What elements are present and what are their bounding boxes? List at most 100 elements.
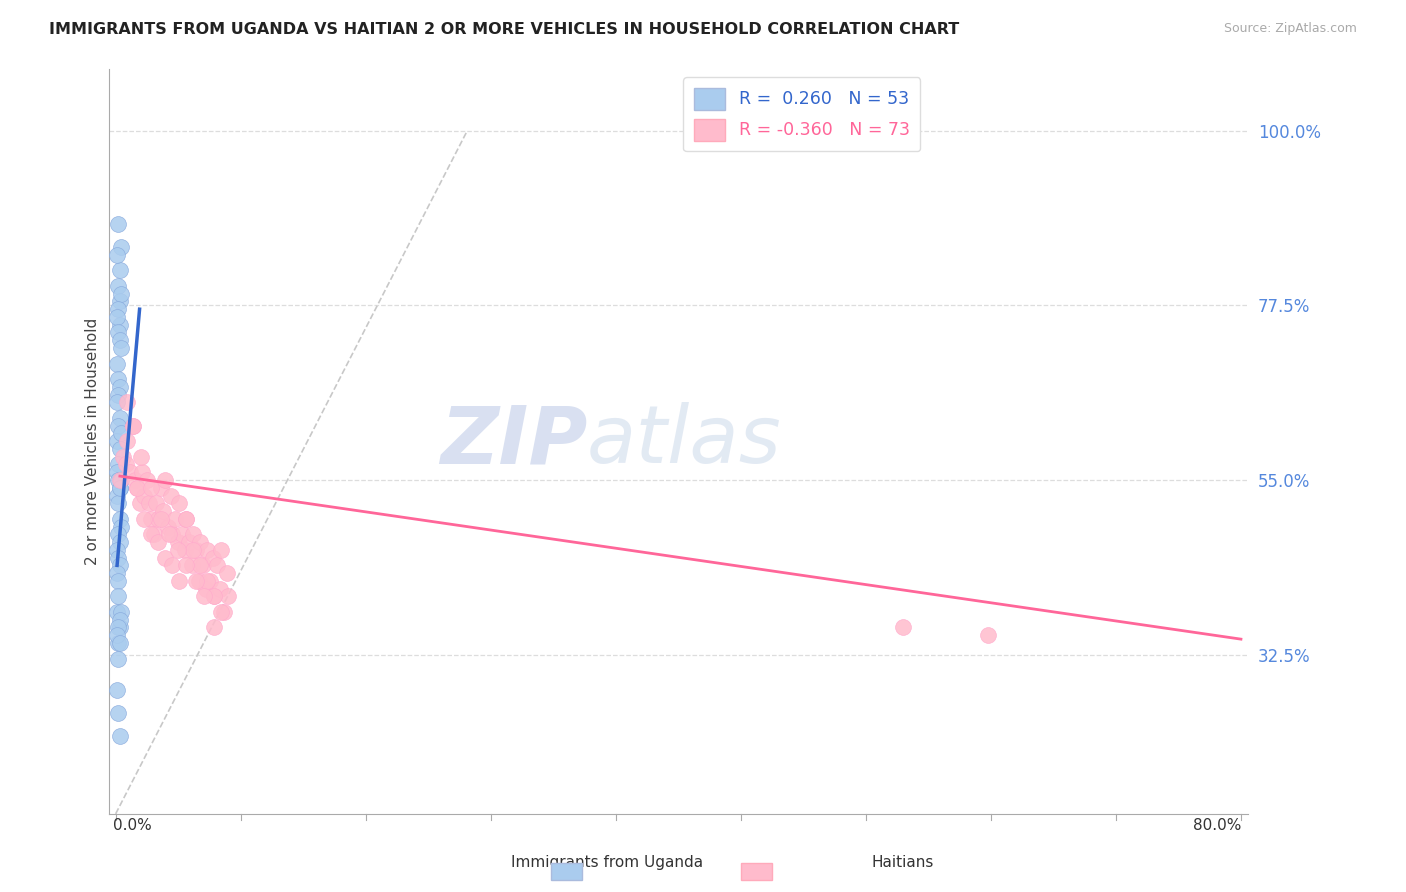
Point <box>105 542 128 557</box>
Point <box>139 527 162 541</box>
Point <box>135 473 157 487</box>
Point <box>107 527 129 541</box>
Point <box>131 465 153 479</box>
Point <box>105 465 128 479</box>
Point <box>166 535 188 549</box>
Point <box>108 318 131 332</box>
Point <box>107 636 129 650</box>
Point <box>188 535 211 549</box>
Point <box>107 279 129 293</box>
Point <box>110 341 132 355</box>
Y-axis label: 2 or more Vehicles in Household: 2 or more Vehicles in Household <box>86 318 100 565</box>
Point <box>181 542 204 557</box>
Point <box>114 458 136 472</box>
Point <box>160 558 183 573</box>
Point <box>174 512 197 526</box>
Point <box>138 496 160 510</box>
Point <box>105 395 128 409</box>
Point <box>125 481 148 495</box>
Point <box>173 542 195 557</box>
Point <box>132 512 155 526</box>
Point <box>184 574 207 588</box>
Point <box>149 512 172 526</box>
Point <box>149 481 172 495</box>
Point <box>201 550 224 565</box>
Point <box>107 302 129 317</box>
Point <box>184 542 207 557</box>
Point <box>181 527 204 541</box>
Point <box>153 550 176 565</box>
Point <box>105 566 128 581</box>
Point <box>167 496 190 510</box>
Point <box>107 706 129 720</box>
Point <box>188 558 211 573</box>
Point <box>107 473 129 487</box>
Text: Immigrants from Uganda: Immigrants from Uganda <box>510 855 703 870</box>
Point <box>107 418 129 433</box>
Point <box>121 418 143 433</box>
Point <box>977 628 1000 642</box>
Legend: R =  0.260   N = 53, R = -0.360   N = 73: R = 0.260 N = 53, R = -0.360 N = 73 <box>683 78 921 152</box>
Point <box>209 605 232 619</box>
Point <box>108 481 131 495</box>
Point <box>115 395 138 409</box>
Text: 0.0%: 0.0% <box>112 818 152 833</box>
Point <box>125 481 148 495</box>
Point <box>193 590 215 604</box>
Point <box>152 504 174 518</box>
Point <box>139 512 162 526</box>
Point <box>108 613 131 627</box>
Point <box>108 263 131 277</box>
Point <box>107 550 129 565</box>
Point <box>107 574 129 588</box>
Text: atlas: atlas <box>588 402 782 480</box>
Point <box>163 512 186 526</box>
Point <box>174 558 197 573</box>
Point <box>105 628 128 642</box>
Point <box>110 286 132 301</box>
Point <box>893 620 915 634</box>
Point <box>139 481 162 495</box>
Text: Haitians: Haitians <box>872 855 934 870</box>
Point <box>128 496 150 510</box>
Point <box>107 458 129 472</box>
Point <box>217 590 239 604</box>
Point <box>198 574 221 588</box>
Point <box>107 387 129 401</box>
Text: ZIP: ZIP <box>440 402 588 480</box>
Point <box>167 574 190 588</box>
Point <box>108 512 131 526</box>
Point <box>107 651 129 665</box>
Point <box>105 605 128 619</box>
Point <box>108 636 131 650</box>
Point <box>110 519 132 533</box>
Point <box>110 473 132 487</box>
Point <box>105 682 128 697</box>
Point <box>159 489 181 503</box>
Text: IMMIGRANTS FROM UGANDA VS HAITIAN 2 OR MORE VEHICLES IN HOUSEHOLD CORRELATION CH: IMMIGRANTS FROM UGANDA VS HAITIAN 2 OR M… <box>49 22 959 37</box>
Point <box>195 542 218 557</box>
Point <box>157 527 180 541</box>
Point <box>156 519 179 533</box>
Point <box>105 248 128 262</box>
Point <box>108 333 131 347</box>
Point <box>205 558 228 573</box>
Point <box>187 574 209 588</box>
Point <box>166 542 188 557</box>
Point <box>108 620 131 634</box>
Point <box>146 512 169 526</box>
Point <box>107 620 129 634</box>
Point <box>195 574 218 588</box>
Point <box>153 473 176 487</box>
Text: Source: ZipAtlas.com: Source: ZipAtlas.com <box>1223 22 1357 36</box>
Point <box>208 582 231 596</box>
Point <box>142 527 165 541</box>
Point <box>108 729 131 743</box>
Point <box>105 489 128 503</box>
Point <box>121 418 143 433</box>
Point <box>105 434 128 449</box>
Point <box>108 558 131 573</box>
Point <box>202 590 225 604</box>
Point <box>107 217 129 231</box>
Point <box>108 535 131 549</box>
